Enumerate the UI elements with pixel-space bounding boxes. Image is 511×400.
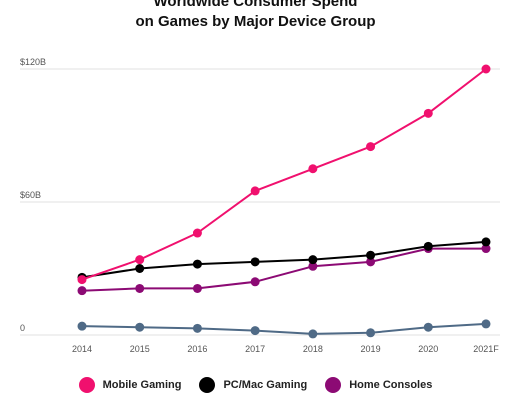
chart-legend: Mobile Gaming PC/Mac Gaming Home Consoles xyxy=(0,377,511,393)
legend-label: Mobile Gaming xyxy=(102,379,182,391)
data-point xyxy=(308,255,318,265)
series-line xyxy=(81,322,487,335)
data-point xyxy=(308,164,318,174)
data-point xyxy=(366,328,376,338)
legend-item: Home Consoles xyxy=(325,377,432,393)
legend-swatch xyxy=(78,377,95,393)
x-tick-label: 2020 xyxy=(418,344,438,354)
x-tick-label: 2021F xyxy=(473,344,499,354)
chart-title-line-2: on Games by Major Device Group xyxy=(135,13,376,30)
data-point xyxy=(423,322,433,332)
y-tick-label: $120B xyxy=(20,57,46,67)
data-point xyxy=(481,64,491,74)
x-tick-label: 2014 xyxy=(72,344,92,354)
data-point xyxy=(250,277,260,287)
series-line xyxy=(81,247,486,292)
x-tick-label: 2016 xyxy=(187,344,207,354)
data-point xyxy=(308,261,318,271)
data-point xyxy=(192,283,202,293)
chart-title: Worldwide Consumer Spend on Games by Maj… xyxy=(0,0,511,32)
data-point xyxy=(481,244,491,254)
x-tick-label: 2015 xyxy=(130,344,150,354)
data-point xyxy=(135,264,145,273)
data-point xyxy=(192,228,202,238)
data-point xyxy=(366,257,376,267)
y-tick-label: 0 xyxy=(20,323,25,333)
data-point xyxy=(308,329,318,339)
data-point xyxy=(481,237,491,247)
data-point xyxy=(192,323,202,333)
data-point xyxy=(423,241,433,251)
legend-swatch xyxy=(199,377,216,393)
data-point xyxy=(192,259,202,269)
data-point xyxy=(135,283,145,293)
y-tick-label: $60B xyxy=(20,190,41,200)
chart-title-line-1: Worldwide Consumer Spend xyxy=(153,0,358,10)
legend-label: PC/Mac Gaming xyxy=(223,379,308,391)
x-tick-label: 2017 xyxy=(245,344,265,354)
data-point xyxy=(481,319,491,329)
legend-item: Mobile Gaming xyxy=(78,377,182,393)
data-point xyxy=(77,275,87,285)
data-point xyxy=(77,321,87,331)
data-point xyxy=(250,326,260,336)
legend-label: Home Consoles xyxy=(349,379,433,391)
data-point xyxy=(135,322,145,332)
data-point xyxy=(77,286,87,296)
data-point xyxy=(366,250,376,260)
data-point xyxy=(250,257,260,267)
x-tick-label: 2018 xyxy=(303,344,323,354)
series-line xyxy=(81,68,487,281)
data-point xyxy=(135,255,145,265)
legend-item: PC/Mac Gaming xyxy=(199,377,307,393)
data-point xyxy=(366,142,376,152)
x-tick-label: 2019 xyxy=(361,344,381,354)
data-point xyxy=(250,186,260,196)
legend-swatch xyxy=(325,377,342,393)
series-line xyxy=(81,240,487,279)
data-point xyxy=(423,108,433,118)
